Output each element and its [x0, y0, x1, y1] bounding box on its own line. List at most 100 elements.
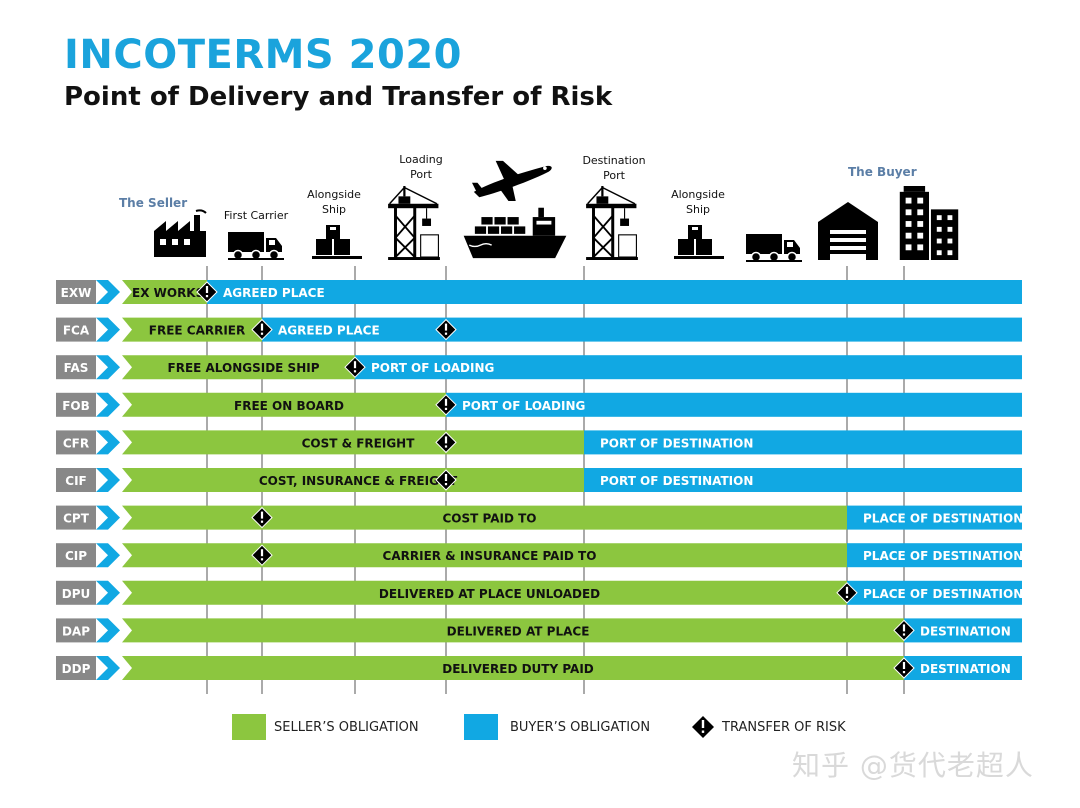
- term-row-cpt: CPT COST PAID TO PLACE OF DESTINATION: [56, 505, 1023, 530]
- transfer-of-risk-marker: [251, 318, 273, 341]
- seller-label: The Seller: [119, 196, 188, 210]
- term-row-exw: EXW EX WORKS AGREED PLACE: [56, 280, 1022, 304]
- buyer-obligation-label: PORT OF LOADING: [371, 361, 494, 375]
- buyer-obligation-bar: [355, 355, 1022, 380]
- buyer-obligation-label: PORT OF DESTINATION: [600, 474, 753, 488]
- transfer-of-risk-marker: [435, 469, 457, 491]
- seller-obligation-label: DELIVERED AT PLACE UNLOADED: [379, 587, 600, 601]
- transfer-of-risk-marker: [435, 431, 457, 454]
- airplane-icon: [472, 160, 552, 201]
- term-code-tab: [56, 468, 96, 492]
- seller-obligation-label: DELIVERED DUTY PAID: [442, 662, 594, 676]
- term-row-ddp: DDP DELIVERED DUTY PAID DESTINATION: [56, 656, 1022, 680]
- buyer-obligation-label: PORT OF LOADING: [462, 399, 585, 413]
- buyer-obligation-label: PLACE OF DESTINATION: [863, 587, 1023, 601]
- loading-crane-icon: [386, 186, 442, 260]
- transfer-of-risk-marker: [435, 318, 457, 341]
- term-row-cip: CIP CARRIER & INSURANCE PAID TO PLACE OF D…: [56, 543, 1023, 568]
- buyer-obligation-bar: [847, 543, 1022, 568]
- chevron-right-icon: [96, 656, 120, 680]
- buyer-obligation-label: PORT OF DESTINATION: [600, 436, 753, 450]
- transfer-of-risk-marker: [251, 544, 273, 566]
- term-code-tab: [56, 543, 96, 568]
- buyer-obligation-label: AGREED PLACE: [223, 286, 325, 300]
- transfer-of-risk-marker: [196, 281, 218, 303]
- buyer-obligation-label: PLACE OF DESTINATION: [863, 549, 1023, 563]
- factory-icon: [152, 209, 208, 259]
- seller-obligation-label: COST & FREIGHT: [302, 436, 416, 450]
- chevron-right-icon: [96, 468, 120, 492]
- seller-obligation-bar: [122, 656, 904, 680]
- page-title: INCOTERMS 2020: [64, 32, 462, 78]
- buyer-obligation-bar: [904, 656, 1022, 680]
- chevron-right-icon: [96, 430, 120, 455]
- term-row-fca: FCA FREE CARRIER AGREED PLACE: [56, 317, 1022, 342]
- term-row-dap: DAP DELIVERED AT PLACE DESTINATION: [56, 618, 1022, 643]
- term-code-tab: [56, 392, 96, 417]
- term-code: CIF: [65, 474, 86, 488]
- term-row-cfr: CFR COST & FREIGHT PORT OF DESTINATION: [56, 430, 1022, 455]
- legend-risk-label: TRANSFER OF RISK: [722, 720, 846, 735]
- chevron-right-icon: [96, 618, 120, 643]
- transfer-of-risk-marker: [251, 506, 273, 529]
- seller-obligation-bar: [122, 543, 847, 568]
- term-code-tab: [56, 505, 96, 530]
- stage-label-alongside-ship-destination: Alongside Ship: [671, 188, 725, 216]
- seller-obligation-label: EX WORKS: [132, 286, 204, 300]
- term-code-tab: [56, 656, 96, 680]
- chevron-right-icon: [96, 392, 120, 417]
- term-row-cif: CIF COST, INSURANCE & FREIGHT PORT OF DEST…: [56, 468, 1022, 492]
- legend-risk-icon: [692, 716, 714, 738]
- buildings-icon: [899, 186, 959, 260]
- seller-obligation-bar: [122, 392, 446, 417]
- term-code-tab: [56, 618, 96, 643]
- seller-obligation-bar: [122, 430, 584, 455]
- term-row-fas: FAS FREE ALONGSIDE SHIP PORT OF LOADING: [56, 355, 1022, 380]
- legend-seller-label: SELLER’S OBLIGATION: [274, 720, 419, 735]
- term-code: DPU: [62, 587, 91, 601]
- buyer-obligation-bar: [584, 468, 1022, 492]
- seller-obligation-bar: [122, 317, 262, 342]
- term-code-tab: [56, 430, 96, 455]
- term-code: DDP: [62, 662, 91, 676]
- seller-obligation-label: CARRIER & INSURANCE PAID TO: [383, 549, 597, 563]
- destination-crane-icon: [584, 186, 640, 260]
- page-subtitle: Point of Delivery and Transfer of Risk: [64, 82, 613, 112]
- seller-obligation-label: COST, INSURANCE & FREIGHT: [259, 474, 458, 488]
- watermark: 知乎 @货代老超人: [792, 749, 1034, 782]
- legend-buyer-label: BUYER’S OBLIGATION: [510, 720, 651, 735]
- transfer-of-risk-marker: [836, 582, 858, 604]
- transfer-of-risk-marker: [893, 619, 915, 642]
- term-code: CPT: [63, 512, 90, 526]
- chevron-right-icon: [96, 543, 120, 568]
- term-code: DAP: [62, 624, 90, 638]
- seller-obligation-bar: [122, 580, 847, 605]
- chevron-right-icon: [96, 317, 120, 342]
- buyer-obligation-bar: [847, 580, 1022, 605]
- buyer-obligation-label: PLACE OF DESTINATION: [863, 512, 1023, 526]
- term-code-tab: [56, 355, 96, 380]
- seller-obligation-label: COST PAID TO: [443, 512, 537, 526]
- term-code: CFR: [63, 436, 89, 450]
- term-row-fob: FOB FREE ON BOARD PORT OF LOADING: [56, 392, 1022, 417]
- chevron-right-icon: [96, 580, 120, 605]
- term-code: FAS: [64, 361, 89, 375]
- buyer-obligation-bar: [847, 505, 1022, 530]
- buyer-obligation-label: DESTINATION: [920, 662, 1011, 676]
- chevron-right-icon: [96, 280, 120, 304]
- warehouse-icon: [818, 202, 878, 260]
- stage-label-first-carrier: First Carrier: [223, 209, 289, 222]
- boxes-icon: [312, 225, 362, 259]
- term-code: CIP: [65, 549, 87, 563]
- transfer-of-risk-marker: [893, 657, 915, 679]
- chevron-right-icon: [96, 355, 120, 380]
- seller-obligation-bar: [122, 280, 207, 304]
- seller-obligation-bar: [122, 355, 355, 380]
- seller-obligation-label: FREE ALONGSIDE SHIP: [168, 361, 320, 375]
- legend-buyer-swatch: [464, 714, 498, 740]
- term-code: FOB: [62, 399, 90, 413]
- seller-obligation-label: DELIVERED AT PLACE: [447, 624, 590, 638]
- buyer-obligation-label: AGREED PLACE: [278, 324, 380, 338]
- truck-icon: [228, 231, 284, 260]
- term-code-tab: [56, 580, 96, 605]
